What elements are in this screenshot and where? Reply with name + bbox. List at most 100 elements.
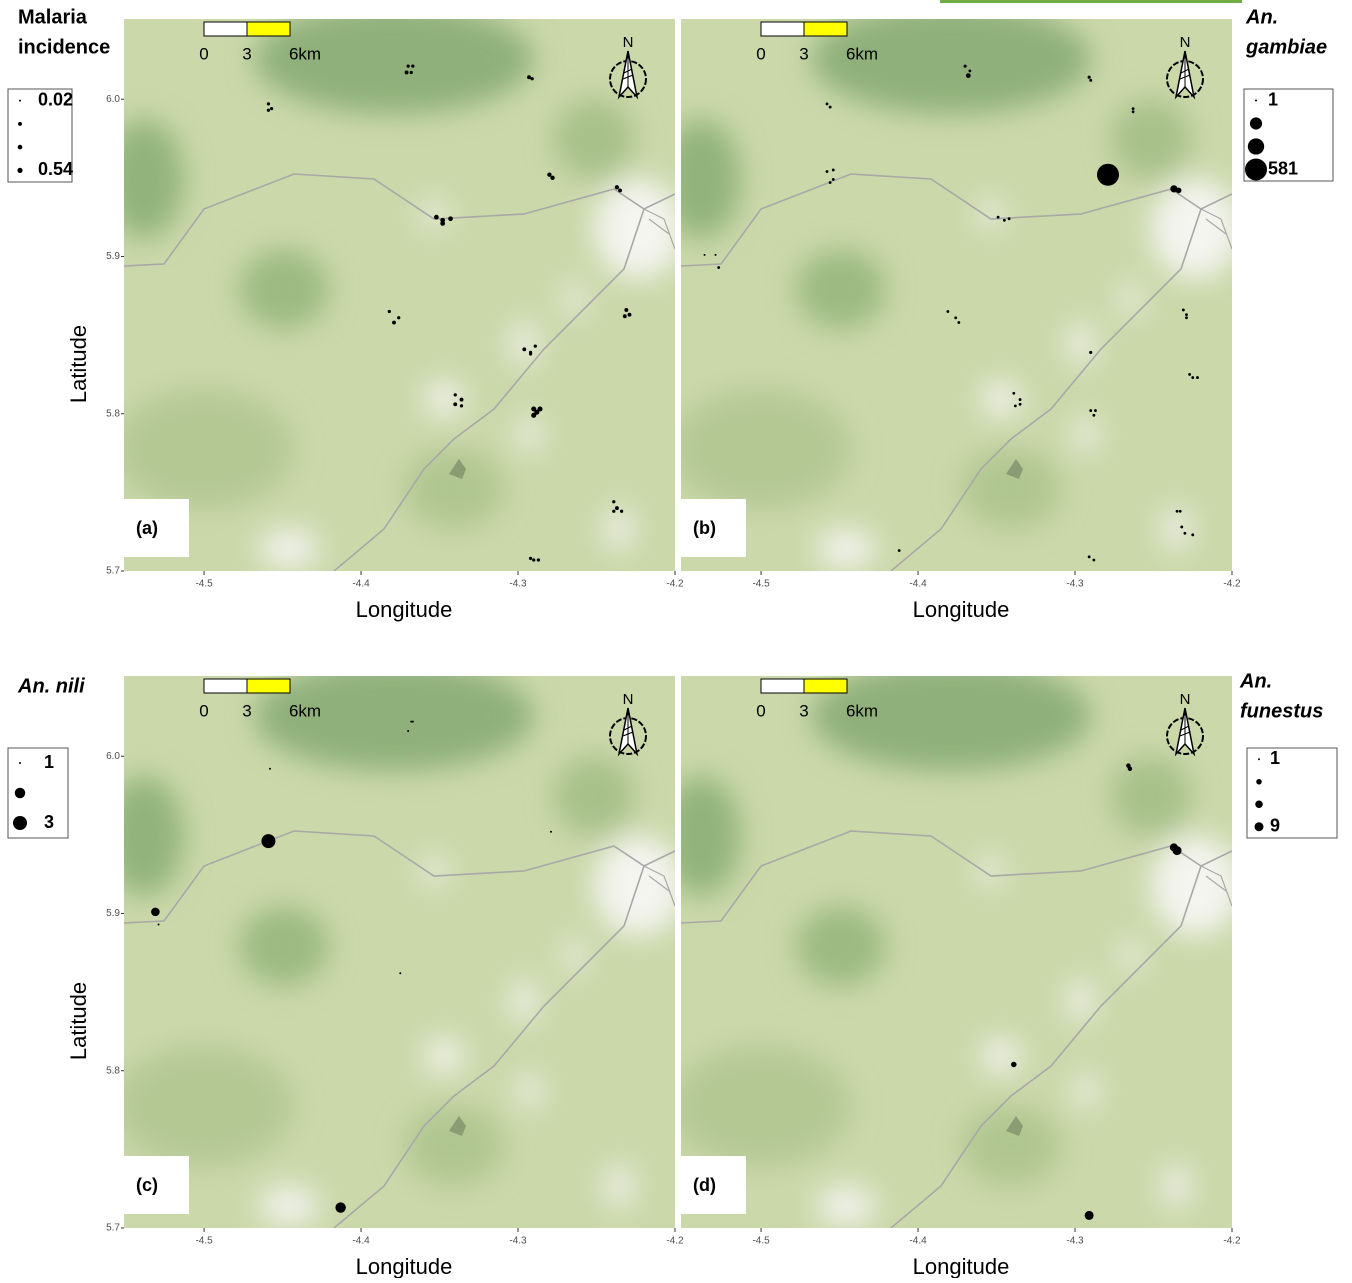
scale-bar-segment — [804, 22, 847, 36]
point — [1132, 107, 1135, 110]
x-tick-label: -4.3 — [509, 1236, 527, 1247]
legend-label: 3 — [44, 812, 54, 832]
point — [1088, 555, 1091, 558]
scale-bar-segment — [247, 679, 290, 693]
x-tick-label: -4.3 — [1066, 1236, 1084, 1247]
x-tick-label: -4.4 — [352, 579, 370, 590]
point — [1092, 559, 1095, 562]
y-axis-title: Latitude — [66, 982, 91, 1060]
x-tick-label: -4.3 — [1066, 579, 1084, 590]
point — [1185, 316, 1188, 319]
map-panel: (d) — [661, 661, 1241, 1228]
point — [957, 321, 960, 324]
map-panel: (c) — [104, 661, 684, 1228]
legend-key — [1248, 138, 1264, 154]
point — [954, 316, 957, 319]
point — [826, 170, 829, 173]
scale-bar-segment — [761, 22, 804, 36]
point — [898, 549, 901, 552]
point — [1185, 313, 1188, 316]
point — [529, 557, 532, 560]
panel-label: (c) — [136, 1175, 158, 1195]
legend-key — [1255, 800, 1263, 808]
point — [1183, 532, 1186, 535]
point — [550, 176, 554, 180]
legend-title: An. nili — [17, 675, 85, 697]
y-tick-label: 6.0 — [106, 751, 120, 762]
scale-label: 3 — [799, 44, 808, 63]
legend-key — [19, 100, 21, 102]
point — [261, 834, 275, 848]
point — [1003, 219, 1006, 222]
scale-label: 6km — [289, 44, 321, 63]
point — [267, 109, 270, 112]
point — [448, 216, 453, 221]
point — [1176, 510, 1179, 513]
point — [267, 102, 270, 105]
scale-bar-segment — [204, 22, 247, 36]
legend-title: gambiae — [1245, 36, 1327, 58]
scale-bar-segment — [247, 22, 290, 36]
y-tick-label: 5.9 — [106, 251, 120, 262]
point — [1180, 526, 1183, 529]
legend-title: incidence — [18, 36, 110, 58]
y-tick-label: 5.7 — [106, 1223, 120, 1234]
point — [829, 106, 832, 109]
x-tick-label: -4.2 — [1223, 1236, 1241, 1247]
point — [1088, 76, 1091, 79]
point — [460, 398, 464, 402]
map-panel: (b) — [661, 4, 1241, 571]
x-tick-label: -4.5 — [752, 579, 770, 590]
point — [411, 65, 414, 68]
scale-label: 0 — [756, 701, 765, 720]
point — [1097, 164, 1119, 186]
point — [1089, 79, 1092, 82]
scale-label: 6km — [846, 701, 878, 720]
legend-key — [1255, 100, 1257, 102]
legend-key — [1245, 159, 1267, 181]
point — [1014, 404, 1017, 407]
point — [388, 310, 391, 313]
legend-key — [13, 816, 27, 830]
x-axis-title: Longitude — [356, 597, 453, 622]
point — [534, 344, 537, 347]
basemap — [661, 4, 1241, 571]
point — [623, 314, 627, 318]
point — [407, 65, 410, 68]
north-label: N — [1180, 691, 1191, 708]
point — [964, 65, 967, 68]
point — [618, 188, 622, 192]
x-tick-label: -4.5 — [195, 579, 213, 590]
point — [434, 215, 439, 220]
point — [531, 77, 534, 80]
y-tick-label: 5.9 — [106, 908, 120, 919]
point — [620, 510, 623, 513]
point — [1196, 376, 1199, 379]
scale-bar-segment — [204, 679, 247, 693]
x-tick-label: -4.4 — [909, 1236, 927, 1247]
point — [832, 178, 835, 181]
point — [1019, 398, 1022, 401]
legend-label: 1 — [1268, 89, 1278, 109]
point — [454, 393, 457, 396]
north-label: N — [623, 691, 634, 708]
legend-label: 0.02 — [38, 89, 73, 109]
point — [1182, 309, 1185, 312]
point — [269, 768, 271, 770]
legend-key — [15, 788, 25, 798]
x-tick-label: -4.2 — [666, 579, 684, 590]
point — [624, 308, 628, 312]
scale-label: 0 — [199, 44, 208, 63]
legend-key — [1258, 758, 1260, 760]
point — [547, 173, 551, 177]
point — [1191, 533, 1194, 536]
basemap — [661, 661, 1241, 1228]
map-panel: (a) — [104, 4, 684, 571]
legend-key — [17, 168, 22, 173]
point — [527, 75, 531, 79]
point — [1011, 1062, 1017, 1068]
top-rule — [940, 0, 1242, 3]
y-tick-label: 5.8 — [106, 408, 120, 419]
point — [392, 321, 396, 325]
point — [704, 254, 706, 256]
